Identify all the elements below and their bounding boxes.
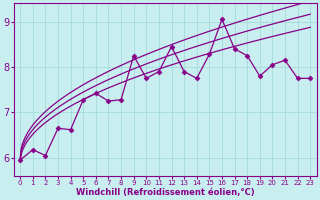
- X-axis label: Windchill (Refroidissement éolien,°C): Windchill (Refroidissement éolien,°C): [76, 188, 254, 197]
